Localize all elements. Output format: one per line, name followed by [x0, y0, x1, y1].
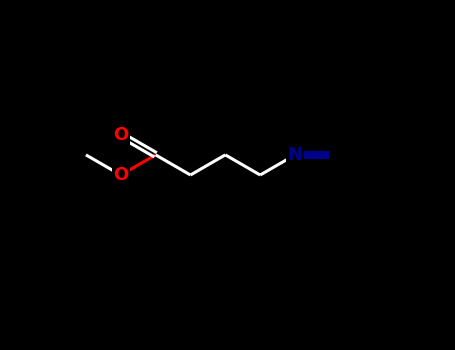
Text: O: O — [113, 126, 128, 144]
Text: N: N — [288, 146, 303, 164]
Text: O: O — [113, 166, 128, 184]
